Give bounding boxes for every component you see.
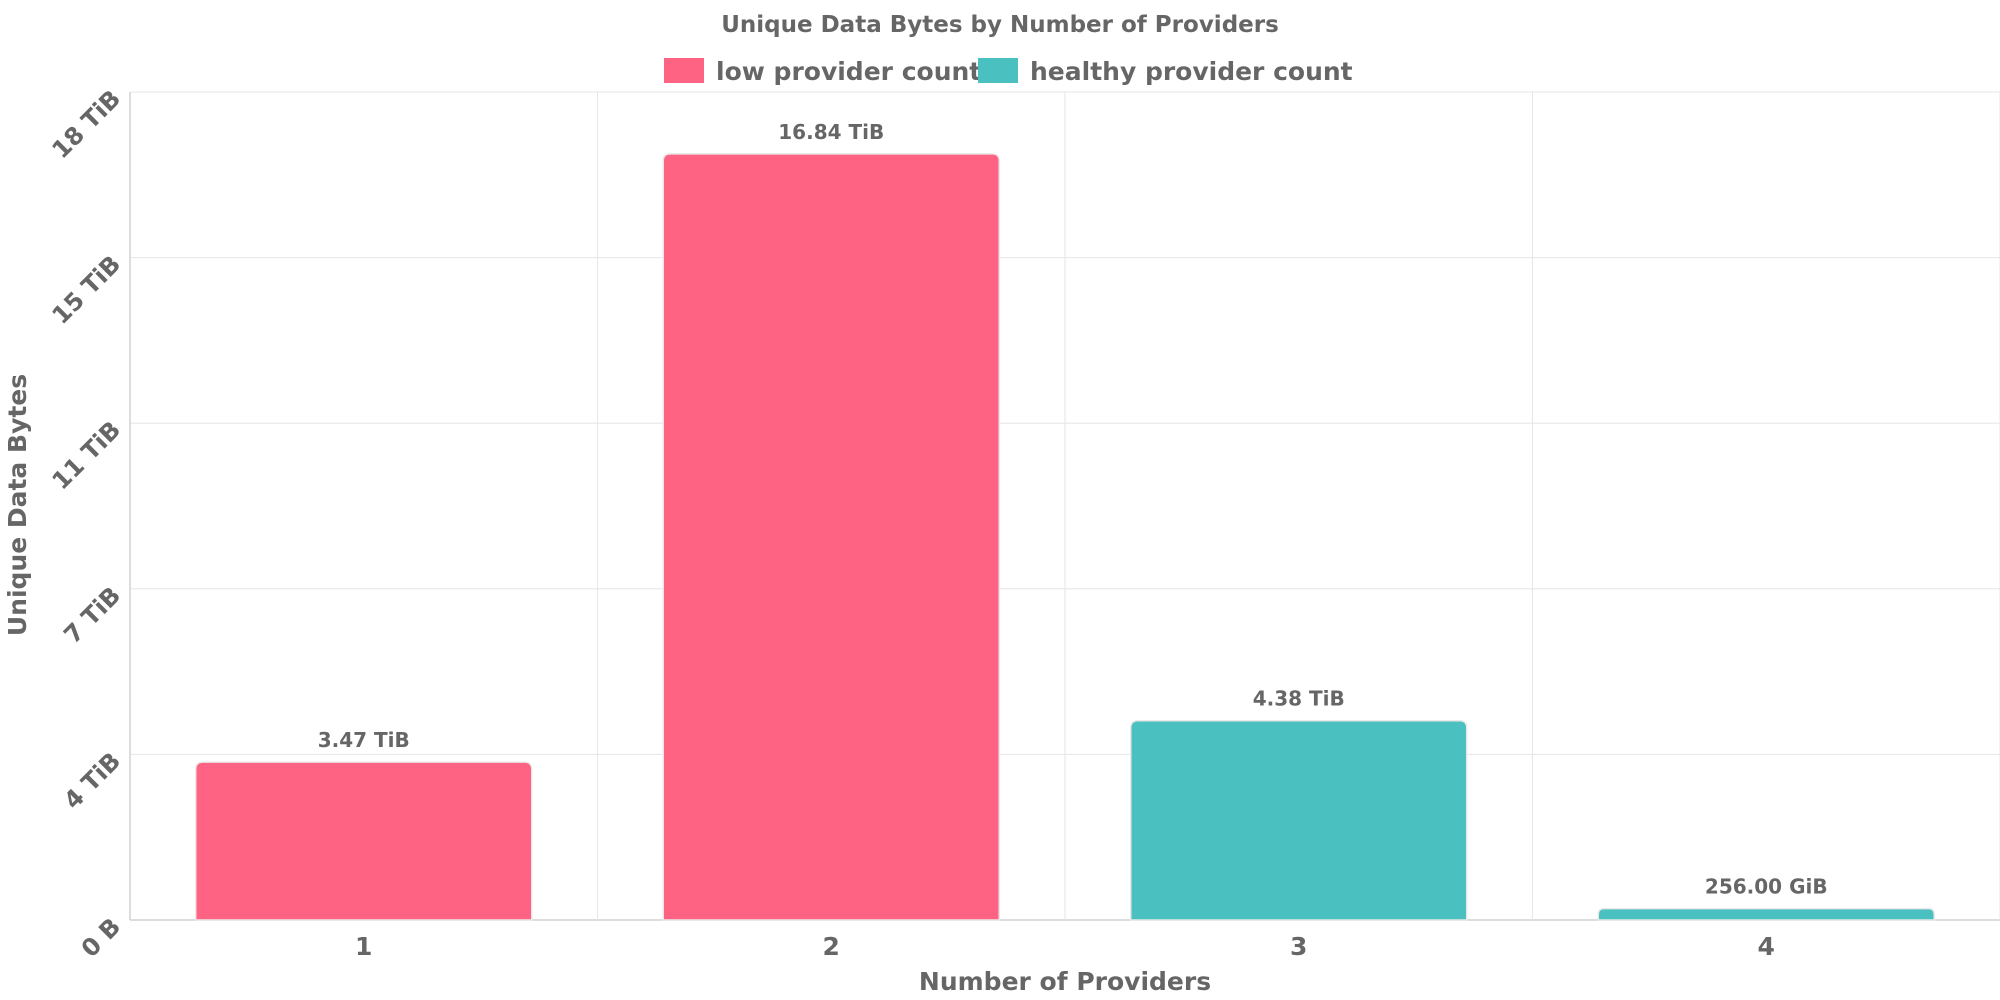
bar-1[interactable] [195,761,533,921]
y-axis-ticks: 0 B 4 TiB 7 TiB 11 TiB 15 TiB 18 TiB [47,84,127,962]
bar-4[interactable] [1597,907,1935,921]
x-tick-label-1: 1 [355,932,372,961]
data-label-2: 16.84 TiB [778,120,884,144]
legend: low provider count healthy provider coun… [664,57,1353,86]
chart-title: Unique Data Bytes by Number of Providers [721,12,1279,38]
legend-label-low: low provider count [716,57,981,86]
data-labels: 3.47 TiB 16.84 TiB 4.38 TiB 256.00 GiB [318,120,1828,899]
data-label-4: 256.00 GiB [1705,875,1828,899]
bar-2[interactable] [662,153,1000,921]
y-tick-label: 18 TiB [47,84,127,164]
x-tick-label-2: 2 [823,932,840,961]
legend-item-healthy-provider-count[interactable]: healthy provider count [978,57,1353,86]
data-label-3: 4.38 TiB [1253,687,1345,711]
bar-3[interactable] [1130,719,1468,921]
y-tick-label: 0 B [76,912,126,962]
y-tick-label: 7 TiB [58,581,126,649]
legend-swatch-low [664,58,704,83]
x-tick-label-3: 3 [1290,932,1307,961]
data-label-1: 3.47 TiB [318,728,410,752]
y-tick-label: 4 TiB [58,747,126,815]
legend-label-healthy: healthy provider count [1030,57,1353,86]
bars [195,153,1935,921]
y-tick-label: 11 TiB [47,416,127,496]
legend-swatch-healthy [978,58,1018,83]
y-tick-label: 15 TiB [47,250,127,330]
x-tick-label-4: 4 [1758,932,1775,961]
legend-item-low-provider-count[interactable]: low provider count [664,57,981,86]
x-axis-label: Number of Providers [919,967,1211,996]
x-axis-ticks: 1 2 3 4 [355,932,1775,961]
y-axis-label: Unique Data Bytes [3,374,32,636]
